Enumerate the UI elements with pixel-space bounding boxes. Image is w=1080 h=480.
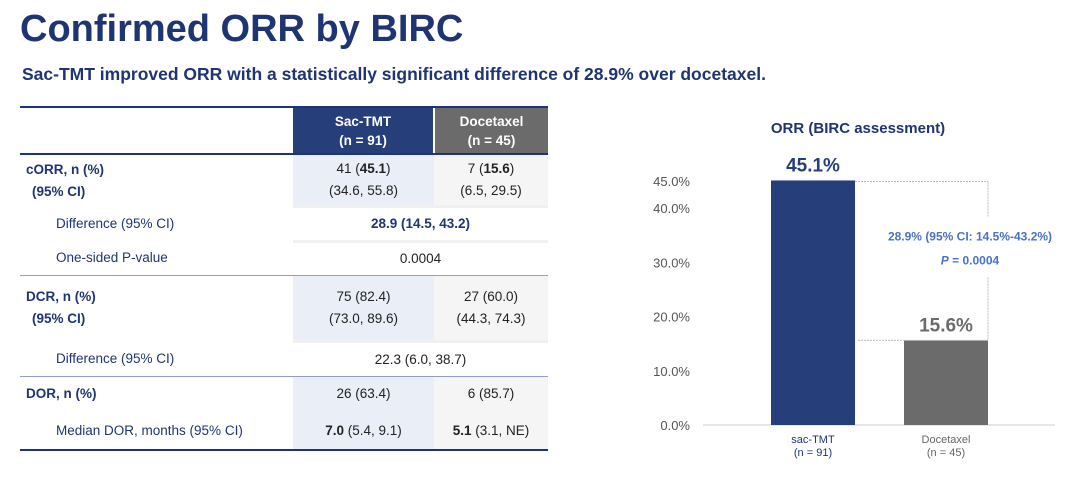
doc-n: 7 [467, 160, 476, 176]
sac-value: 75 (82.4) [336, 288, 391, 304]
header-n: (n = 45) [467, 132, 516, 148]
table-header-row: Sac-TMT (n = 91) Docetaxel (n = 45) [20, 106, 548, 155]
header-n: (n = 91) [339, 132, 387, 148]
page-title: Confirmed ORR by BIRC [20, 8, 464, 50]
row-label: cORR, n (%) (95% CI) [20, 154, 293, 206]
table-row-median-dor: Median DOR, months (95% CI) 7.0 (5.4, 9.… [20, 411, 548, 451]
y-tick-label: 45.0% [653, 174, 690, 189]
p-label: P [941, 253, 950, 267]
y-tick-label: 40.0% [653, 201, 690, 216]
y-tick-label: 10.0% [653, 364, 690, 379]
y-tick-label: 0.0% [660, 418, 690, 433]
header-name: Docetaxel [459, 113, 524, 129]
annotation-background [980, 216, 996, 277]
y-tick-label: 30.0% [653, 255, 690, 270]
p-value: = 0.0004 [949, 253, 1000, 267]
doc-value: 5.1 (3.1, NE) [434, 411, 548, 451]
doc-value: 6 (85.7) [434, 376, 548, 411]
row-label: Median DOR, months (95% CI) [20, 411, 293, 451]
y-tick-label: 20.0% [653, 310, 690, 325]
doc-median: 5.1 [452, 422, 472, 438]
table-row-pvalue: One-sided P-value 0.0004 [20, 241, 548, 276]
chart-title: ORR (BIRC assessment) [771, 120, 945, 137]
doc-value: 7 (15.6) [467, 160, 515, 176]
sac-n: 41 [336, 160, 352, 176]
header-name: Sac-TMT [334, 113, 392, 129]
dcr-difference-value: 22.3 (6.0, 38.7) [293, 341, 548, 377]
sac-ci: (34.6, 55.8) [328, 182, 399, 198]
orr-bar-chart: ORR (BIRC assessment) 0.0% 10.0% 20.0% 30.0… [653, 120, 1055, 459]
doc-cell: 7 (15.6) (6.5, 29.5) [434, 154, 548, 208]
sac-pct: 45.1 [359, 160, 387, 176]
row-label: One-sided P-value [20, 241, 293, 276]
table-row-dor: DOR, n (%) 26 (63.4) 6 (85.7) [20, 376, 548, 411]
x-tick-label: Docetaxel [922, 434, 971, 446]
x-tick-sublabel: (n = 45) [927, 447, 965, 459]
row-label: DCR, n (%) (95% CI) [20, 275, 293, 341]
row-ci-label: (95% CI) [32, 311, 86, 327]
table-row-dcr: DCR, n (%) (95% CI) 75 (82.4) (73.0, 89.6)… [20, 275, 548, 343]
sac-median: 7.0 [325, 422, 344, 438]
bar-docetaxel [904, 340, 988, 425]
sac-ci: (5.4, 9.1) [344, 422, 402, 438]
row-ci-label: (95% CI) [32, 183, 86, 199]
x-tick-label: sac-TMT [791, 434, 835, 446]
row-label: Difference (95% CI) [20, 341, 293, 377]
row-label-text: cORR, n (%) [26, 161, 105, 177]
data-label: 15.6% [919, 315, 973, 336]
header-empty-cell [20, 106, 293, 155]
sac-value: 41 (45.1) [336, 160, 391, 176]
header-sac-tmt: Sac-TMT (n = 91) [293, 106, 434, 155]
bar-sac-tmt [771, 180, 855, 425]
results-table: Sac-TMT (n = 91) Docetaxel (n = 45) cORR, … [20, 106, 548, 451]
difference-annotation: 28.9% (95% CI: 14.5%-43.2%) [888, 229, 1052, 243]
row-label-text: DCR, n (%) [26, 289, 96, 305]
doc-ci: (3.1, NE) [471, 422, 530, 438]
doc-ci: (6.5, 29.5) [460, 182, 522, 198]
x-tick-sublabel: (n = 91) [794, 447, 832, 459]
table-row-corr: cORR, n (%) (95% CI) 41 (45.1) (34.6, 55.8… [20, 154, 548, 208]
sac-value: 7.0 (5.4, 9.1) [293, 411, 434, 451]
data-label: 45.1% [786, 155, 840, 176]
row-label: Difference (95% CI) [56, 216, 175, 231]
corr-difference-value: 28.9 (14.5, 43.2) [293, 206, 548, 243]
sac-cell: 41 (45.1) (34.6, 55.8) [293, 154, 434, 208]
doc-cell: 27 (60.0) (44.3, 74.3) [434, 275, 548, 343]
doc-ci: (44.3, 74.3) [456, 310, 526, 326]
table-row-corr-diff: Difference (95% CI) 28.9 (14.5, 43.2) [20, 206, 548, 243]
pvalue-annotation: P = 0.0004 [941, 253, 1000, 267]
sac-cell: 75 (82.4) (73.0, 89.6) [293, 275, 434, 343]
doc-value: 27 (60.0) [463, 288, 519, 304]
table-row-dcr-diff: Difference (95% CI) 22.3 (6.0, 38.7) [20, 341, 548, 377]
header-docetaxel: Docetaxel (n = 45) [433, 106, 548, 155]
pvalue-value: 0.0004 [293, 241, 548, 276]
doc-pct: 15.6 [483, 160, 510, 176]
row-label: DOR, n (%) [26, 385, 97, 401]
sac-value: 26 (63.4) [293, 376, 434, 411]
page-subtitle: Sac-TMT improved ORR with a statisticall… [22, 64, 766, 84]
sac-ci: (73.0, 89.6) [328, 310, 399, 326]
